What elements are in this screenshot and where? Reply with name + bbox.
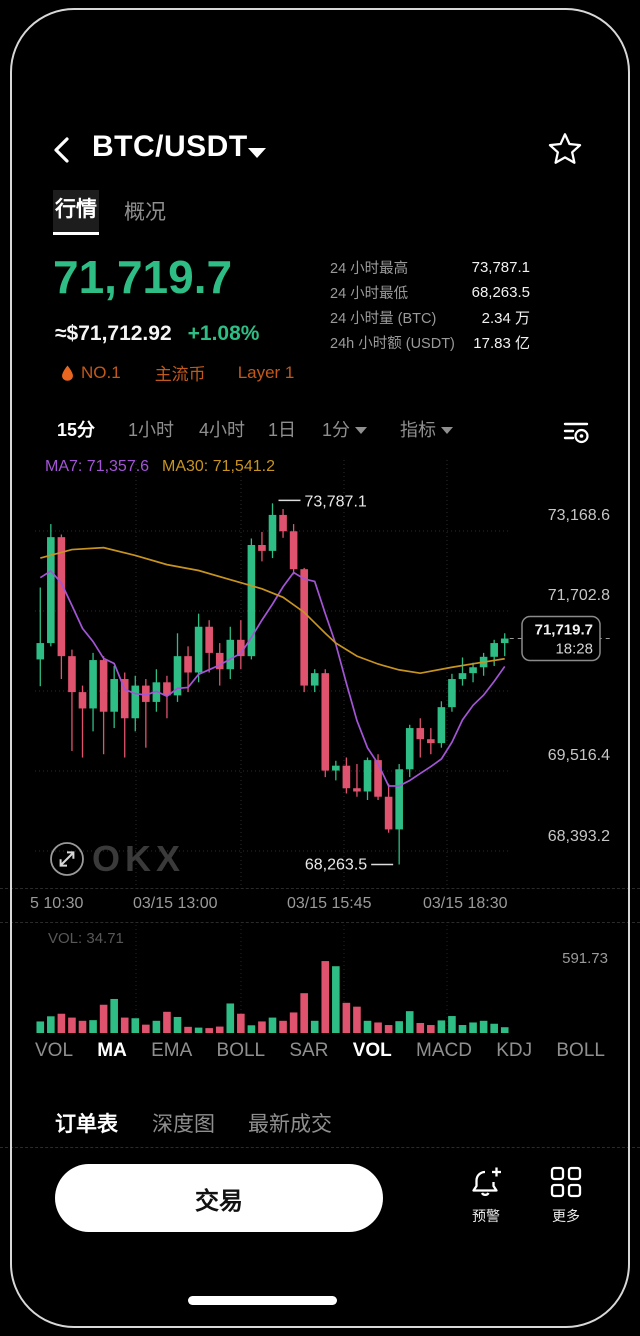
more-button[interactable]: 更多 [538, 1166, 594, 1226]
stat-label: 24 小时量 (BTC) [330, 311, 437, 327]
trade-button[interactable]: 交易 [55, 1164, 383, 1232]
more-label: 更多 [552, 1208, 580, 1224]
timeframe-1m-dropdown[interactable]: 1分 [322, 416, 368, 442]
back-button[interactable] [48, 134, 78, 166]
x-axis-label: 03/15 15:45 [287, 895, 372, 912]
timeframe-1m-label: 1分 [322, 420, 351, 440]
price-change: +1.08% [187, 322, 260, 345]
chart-settings-button[interactable] [562, 420, 590, 451]
expand-chart-button[interactable] [48, 840, 86, 883]
indicator-tab-boll[interactable]: BOLL [216, 1040, 266, 1061]
indicator-tab-boll2[interactable]: BOLL [556, 1040, 605, 1061]
badge-row: NO.1 主流币 Layer 1 [60, 360, 294, 385]
x-axis-label: 03/15 18:30 [423, 895, 508, 912]
indicator-label: 指标 [400, 420, 436, 440]
alert-button[interactable]: 预警 [458, 1166, 514, 1226]
indicator-tab-macd[interactable]: MACD [416, 1040, 472, 1061]
timeframe-15m[interactable]: 15分 [57, 420, 96, 440]
badge-layer1[interactable]: Layer 1 [237, 362, 295, 382]
fiat-price: ≈$71,712.92 [55, 322, 172, 345]
order-book-tab[interactable]: 订单表 [55, 1113, 118, 1136]
timeframe-4h[interactable]: 4小时 [199, 420, 246, 440]
stat-value: 68,263.5 [471, 284, 530, 301]
x-axis-label: 03/15 13:00 [133, 895, 218, 912]
ma30-legend: MA30: 71,541.2 [162, 458, 275, 475]
svg-text:71,719.7: 71,719.7 [535, 622, 593, 639]
last-price: 71,719.7 [53, 251, 233, 303]
tab-underline [53, 232, 99, 235]
indicator-tab-sar[interactable]: SAR [289, 1040, 329, 1061]
svg-text:73,787.1: 73,787.1 [305, 493, 367, 510]
timeframe-1h[interactable]: 1小时 [128, 420, 175, 440]
x-axis-label: 5 10:30 [30, 895, 84, 912]
stat-label: 24 小时最高 [330, 261, 409, 277]
stats-list: 24 小时最高 73,787.1 24 小时最低 68,263.5 24 小时量… [330, 255, 530, 355]
chart-settings-icon [563, 422, 589, 444]
expand-icon [50, 842, 84, 876]
depth-chart-tab[interactable]: 深度图 [152, 1113, 215, 1136]
stat-label: 24h 小时额 (USDT) [330, 336, 455, 352]
pair-dropdown-caret-icon[interactable] [248, 148, 266, 158]
grid-icon [550, 1166, 582, 1198]
indicator-dropdown[interactable]: 指标 [400, 416, 453, 442]
chevron-down-icon [441, 427, 453, 434]
pair-title[interactable]: BTC/USDT [92, 130, 248, 163]
volume-max-label: 591.73 [562, 950, 608, 967]
stat-row: 24 小时最低 68,263.5 [330, 280, 530, 305]
favorite-button[interactable] [548, 132, 582, 166]
indicator-tab-vol-main[interactable]: VOL [35, 1040, 74, 1061]
divider [0, 888, 640, 889]
divider [0, 1147, 640, 1148]
bell-plus-icon [472, 1167, 501, 1197]
stat-value: 73,787.1 [471, 259, 530, 276]
stat-row: 24 小时量 (BTC) 2.34 万 [330, 305, 530, 330]
svg-text:18:28: 18:28 [555, 641, 593, 658]
chevron-down-icon [355, 427, 368, 434]
flame-icon [62, 365, 73, 381]
indicator-tab-vol-sub[interactable]: VOL [352, 1040, 392, 1061]
stat-value: 2.34 万 [481, 310, 530, 327]
stat-row: 24 小时最高 73,787.1 [330, 255, 530, 280]
alert-label: 预警 [472, 1208, 500, 1224]
stat-label: 24 小时最低 [330, 286, 409, 302]
volume-chart[interactable] [30, 925, 610, 1037]
badge-mainstream[interactable]: 主流币 [154, 365, 206, 384]
indicator-tab-kdj[interactable]: KDJ [496, 1040, 533, 1061]
y-axis-label: 69,516.4 [547, 747, 610, 764]
y-axis-label: 68,393.2 [547, 828, 610, 845]
tab-market[interactable]: 行情 [53, 190, 99, 232]
timeframe-1d[interactable]: 1日 [268, 420, 297, 440]
ma7-legend: MA7: 71,357.6 [45, 458, 150, 475]
stat-value: 17.83 亿 [473, 335, 530, 352]
y-axis-label: 71,702.8 [547, 587, 610, 604]
latest-trades-tab[interactable]: 最新成交 [248, 1113, 332, 1136]
indicator-tab-ema[interactable]: EMA [151, 1040, 193, 1061]
volume-label: VOL: 34.71 [48, 930, 124, 947]
divider [0, 922, 640, 923]
home-indicator[interactable] [188, 1296, 337, 1305]
candlestick-chart[interactable]: 73,787.1 68,263.5 71,719.7 18:28 [30, 450, 610, 925]
indicator-tab-row: VOL MA EMA BOLL SAR VOL MACD KDJ BOLL [35, 1040, 605, 1062]
okx-watermark: OKX [92, 838, 186, 879]
back-icon [54, 137, 69, 163]
svg-text:68,263.5: 68,263.5 [305, 857, 367, 874]
y-axis-label: 73,168.6 [547, 507, 610, 524]
badge-rank[interactable]: NO.1 [81, 362, 121, 382]
stat-row: 24h 小时额 (USDT) 17.83 亿 [330, 330, 530, 355]
star-icon [548, 133, 582, 164]
tab-overview[interactable]: 概况 [124, 201, 166, 224]
indicator-tab-ma[interactable]: MA [97, 1040, 127, 1061]
